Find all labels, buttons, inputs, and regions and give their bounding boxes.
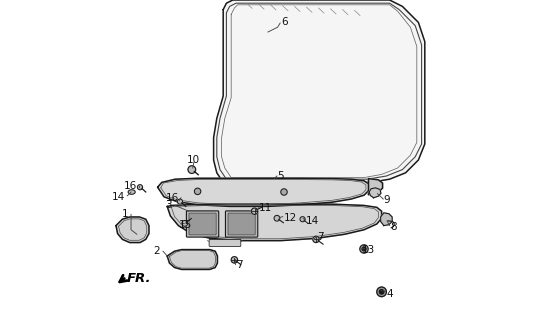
Polygon shape xyxy=(214,0,425,182)
Circle shape xyxy=(362,247,366,251)
Text: 15: 15 xyxy=(178,220,192,230)
Text: 8: 8 xyxy=(390,222,397,232)
Text: 9: 9 xyxy=(384,195,390,205)
Circle shape xyxy=(251,208,258,214)
Text: 3: 3 xyxy=(166,200,172,211)
Circle shape xyxy=(182,220,188,226)
Polygon shape xyxy=(158,178,369,206)
Text: 16: 16 xyxy=(166,193,179,204)
FancyBboxPatch shape xyxy=(189,213,216,235)
FancyBboxPatch shape xyxy=(187,211,219,237)
Text: 10: 10 xyxy=(187,155,200,165)
Polygon shape xyxy=(369,188,381,198)
Text: FR.: FR. xyxy=(127,272,152,285)
Circle shape xyxy=(137,185,143,190)
FancyBboxPatch shape xyxy=(228,213,255,235)
Circle shape xyxy=(274,215,280,221)
Text: 13: 13 xyxy=(361,245,375,255)
Text: 11: 11 xyxy=(258,203,272,213)
Circle shape xyxy=(188,166,196,173)
Text: 2: 2 xyxy=(153,246,160,256)
Text: 14: 14 xyxy=(306,216,319,226)
FancyBboxPatch shape xyxy=(209,239,241,246)
Text: 1: 1 xyxy=(122,209,129,220)
Text: 6: 6 xyxy=(281,17,287,28)
Circle shape xyxy=(360,245,368,253)
Text: 7: 7 xyxy=(318,232,324,243)
Circle shape xyxy=(177,199,183,204)
Polygon shape xyxy=(167,250,218,269)
Circle shape xyxy=(313,236,319,243)
Text: 16: 16 xyxy=(124,180,137,191)
Circle shape xyxy=(300,217,305,222)
Text: 5: 5 xyxy=(278,171,284,181)
Circle shape xyxy=(281,189,287,195)
FancyBboxPatch shape xyxy=(226,211,258,237)
Circle shape xyxy=(231,257,237,263)
Polygon shape xyxy=(116,217,149,243)
Circle shape xyxy=(195,188,201,195)
Circle shape xyxy=(379,290,384,294)
Polygon shape xyxy=(167,204,382,241)
Polygon shape xyxy=(368,179,383,195)
Text: 7: 7 xyxy=(236,260,243,270)
Text: 12: 12 xyxy=(284,212,296,223)
Ellipse shape xyxy=(128,190,135,194)
Text: 4: 4 xyxy=(386,289,393,299)
Circle shape xyxy=(377,287,386,297)
Polygon shape xyxy=(381,213,392,226)
Text: 14: 14 xyxy=(111,192,125,202)
